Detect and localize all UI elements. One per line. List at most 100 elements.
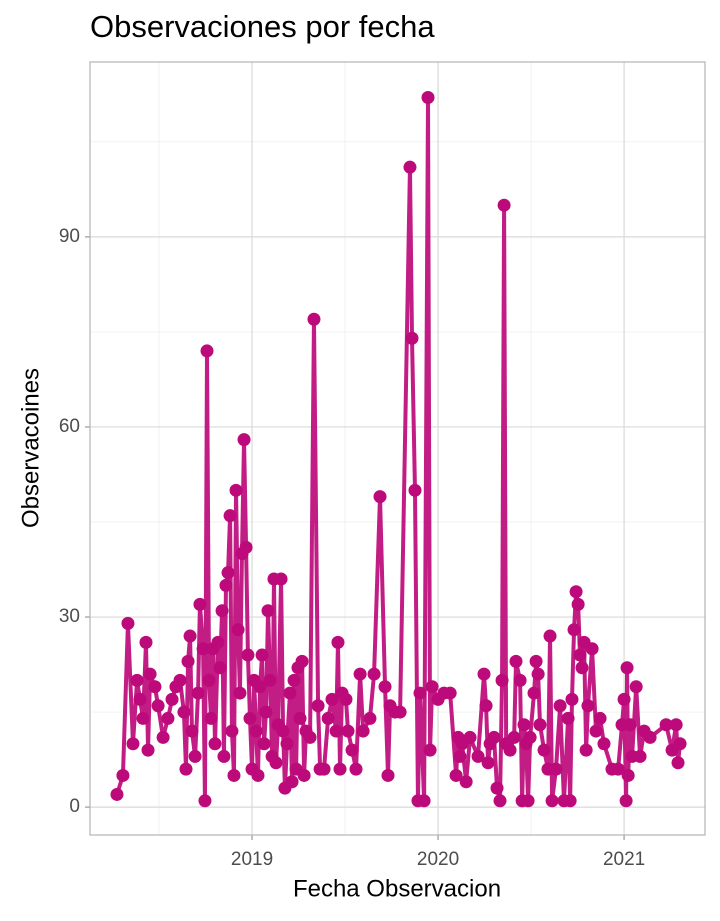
point: [321, 711, 335, 725]
point: [179, 762, 193, 776]
point: [116, 768, 130, 782]
y-tick-label: 60: [59, 416, 80, 437]
plot-border: [89, 61, 706, 836]
point: [493, 794, 507, 808]
point: [130, 673, 144, 687]
point: [259, 705, 273, 719]
point: [136, 711, 150, 725]
point: [339, 692, 353, 706]
point: [509, 654, 523, 668]
point: [549, 762, 563, 776]
point: [673, 737, 687, 751]
point: [561, 711, 575, 725]
point: [285, 775, 299, 789]
point: [356, 724, 370, 738]
point: [517, 718, 531, 732]
point: [196, 642, 210, 656]
point: [165, 692, 179, 706]
point: [141, 743, 155, 757]
point: [249, 724, 263, 738]
point: [287, 673, 301, 687]
point: [151, 699, 165, 713]
point: [421, 90, 435, 104]
point: [575, 661, 589, 675]
point: [345, 743, 359, 757]
x-tick-label: 2020: [417, 849, 459, 870]
point: [121, 616, 135, 630]
point: [110, 787, 124, 801]
point: [487, 730, 501, 744]
point: [443, 686, 457, 700]
point: [139, 635, 153, 649]
point: [623, 718, 637, 732]
point: [353, 667, 367, 681]
point: [569, 585, 583, 599]
point: [156, 730, 170, 744]
point: [255, 648, 269, 662]
point: [481, 756, 495, 770]
point: [200, 344, 214, 358]
point: [317, 762, 331, 776]
point: [621, 768, 635, 782]
y-tick-label: 90: [59, 226, 80, 247]
point: [403, 160, 417, 174]
point: [643, 730, 657, 744]
point: [477, 667, 491, 681]
point: [495, 673, 509, 687]
point: [463, 730, 477, 744]
point: [589, 724, 603, 738]
point: [251, 768, 265, 782]
point: [211, 635, 225, 649]
point: [497, 198, 511, 212]
point: [215, 604, 229, 618]
point: [581, 699, 595, 713]
point: [531, 667, 545, 681]
y-axis-title: Observacoines: [17, 368, 44, 528]
point: [253, 680, 267, 694]
point: [537, 743, 551, 757]
point: [269, 756, 283, 770]
point: [629, 680, 643, 694]
x-tick-label: 2019: [231, 849, 273, 870]
point: [217, 749, 231, 763]
point: [295, 654, 309, 668]
point: [185, 724, 199, 738]
point: [378, 680, 392, 694]
point: [198, 794, 212, 808]
point: [219, 578, 233, 592]
point: [204, 711, 218, 725]
point: [620, 661, 634, 675]
point: [297, 768, 311, 782]
point: [507, 730, 521, 744]
point: [490, 781, 504, 795]
point: [669, 718, 683, 732]
point: [293, 711, 307, 725]
point: [280, 737, 294, 751]
point: [373, 490, 387, 504]
x-axis-title: Fecha Observacion: [293, 875, 501, 902]
point: [593, 711, 607, 725]
point: [188, 749, 202, 763]
point: [425, 680, 439, 694]
point: [193, 597, 207, 611]
point: [208, 737, 222, 751]
point: [545, 794, 559, 808]
point: [223, 509, 237, 523]
point: [329, 724, 343, 738]
point: [543, 629, 557, 643]
point: [202, 673, 216, 687]
point: [565, 692, 579, 706]
point: [233, 686, 247, 700]
point: [521, 794, 535, 808]
chart-title: Observaciones por fecha: [90, 9, 435, 44]
point: [307, 312, 321, 326]
point: [213, 661, 227, 675]
point: [513, 673, 527, 687]
point: [241, 648, 255, 662]
point: [363, 711, 377, 725]
point: [349, 762, 363, 776]
point: [553, 699, 567, 713]
point: [527, 686, 541, 700]
point: [274, 572, 288, 586]
